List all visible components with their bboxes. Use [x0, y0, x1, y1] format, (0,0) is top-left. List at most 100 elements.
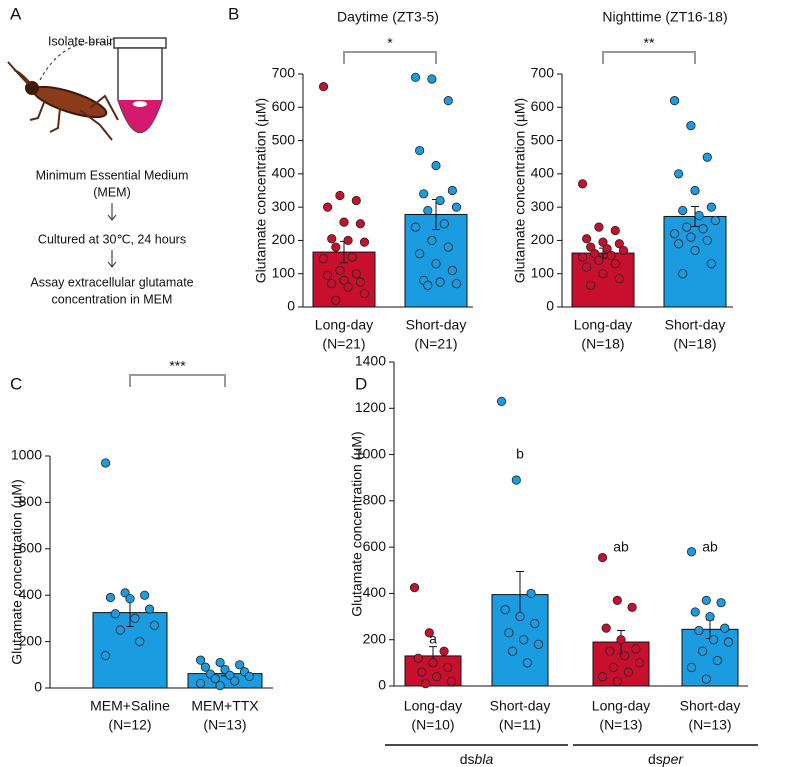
data-point [686, 232, 696, 242]
data-point [100, 458, 111, 468]
data-point [439, 219, 449, 229]
data-point [526, 588, 536, 599]
panel-label: A [10, 4, 22, 23]
data-point [220, 664, 230, 675]
y-tick-label: 700 [272, 65, 296, 81]
data-point [504, 628, 514, 638]
data-point [318, 254, 329, 264]
data-point [533, 639, 544, 649]
data-point [519, 635, 529, 645]
down-arrow [107, 250, 117, 268]
data-point [614, 239, 624, 249]
data-point [582, 234, 592, 244]
data-point [678, 205, 688, 216]
data-point [105, 592, 116, 603]
data-point [500, 605, 510, 615]
data-point [423, 205, 433, 216]
data-point [323, 202, 333, 212]
data-point [140, 590, 150, 600]
data-point [359, 237, 370, 247]
data-point [702, 235, 712, 246]
data-point [612, 595, 622, 605]
error-bar [429, 646, 437, 666]
x-tick-label: Short-day [680, 698, 741, 714]
data-point [439, 646, 449, 656]
n-label: (N=10) [411, 717, 454, 733]
data-point [215, 681, 225, 691]
data-point [586, 280, 596, 290]
data-point [135, 636, 145, 647]
data-point [100, 650, 111, 661]
y-tick-label: 800 [363, 492, 387, 508]
data-point [423, 280, 433, 290]
data-point [634, 658, 645, 668]
significance-bracket [129, 374, 226, 387]
data-point [110, 609, 120, 619]
n-label: (N=13) [203, 717, 246, 733]
panel-label: C [10, 374, 22, 393]
y-tick-label: 600 [363, 538, 387, 554]
data-point [331, 242, 341, 252]
y-tick-label: 200 [272, 231, 296, 247]
data-point [669, 96, 680, 106]
x-tick-label: Long-day [574, 317, 632, 333]
data-point [686, 120, 696, 131]
data-point [347, 252, 357, 262]
x-tick-label: MEM+TTX [191, 698, 259, 714]
step-text: Minimum Essential Medium [36, 168, 189, 182]
data-point [351, 269, 361, 279]
data-point [225, 670, 235, 680]
data-point [343, 282, 353, 292]
data-point [674, 239, 684, 249]
data-point [496, 396, 507, 406]
group-gene: per [662, 751, 685, 767]
data-point [598, 237, 608, 247]
y-tick-label: 200 [363, 630, 387, 646]
y-tick-label: 600 [19, 540, 43, 556]
data-point [200, 662, 211, 672]
significance-stars: *** [169, 358, 186, 374]
data-point [694, 625, 704, 636]
n-label: (N=18) [581, 336, 624, 352]
data-point [451, 202, 462, 212]
n-label: (N=11) [499, 717, 541, 733]
step-text: concentration in MEM [52, 292, 173, 306]
data-point [702, 152, 712, 162]
y-tick-label: 400 [272, 165, 296, 181]
data-point [706, 259, 716, 269]
data-point [115, 625, 125, 635]
data-point [577, 252, 588, 262]
data-point [410, 222, 421, 232]
x-tick-label: Short-day [490, 698, 551, 714]
x-tick-label: Long-day [592, 698, 650, 714]
y-tick-label: 200 [19, 632, 43, 648]
significance-letter: a [429, 631, 437, 647]
data-point [701, 595, 711, 605]
data-point [710, 215, 721, 226]
data-point [435, 195, 445, 206]
y-tick-label: 300 [272, 198, 296, 214]
data-point [339, 217, 349, 227]
data-point [431, 259, 441, 269]
data-point [701, 674, 711, 684]
data-point [410, 72, 421, 82]
data-point [682, 222, 692, 232]
chart-title: Daytime (ZT3-5) [337, 9, 439, 25]
y-tick-label: 300 [531, 198, 555, 214]
data-point [686, 547, 697, 557]
data-point [690, 607, 700, 617]
data-point [447, 265, 457, 275]
data-point [508, 646, 518, 656]
data-point [432, 672, 442, 682]
step-text: Cultured at 30℃, 24 hours [38, 232, 186, 246]
chart-title: Nighttime (ZT16-18) [602, 9, 727, 25]
step-text: Assay extracellular glutamate [30, 275, 193, 289]
data-point [443, 662, 453, 673]
data-point [716, 598, 726, 608]
data-point [612, 676, 622, 686]
data-point [690, 245, 700, 256]
down-arrow [107, 203, 117, 221]
y-tick-label: 0 [378, 677, 386, 693]
data-point [230, 676, 240, 686]
